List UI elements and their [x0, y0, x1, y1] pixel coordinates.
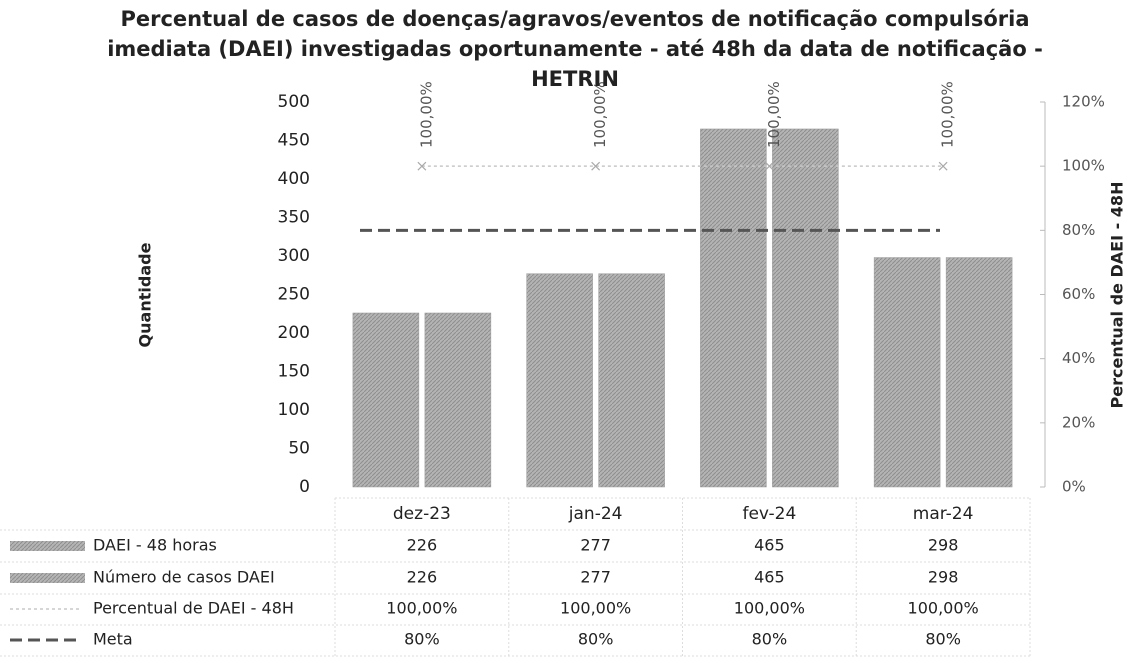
- table-cell: 298: [928, 568, 959, 587]
- table-cell: 298: [928, 536, 959, 555]
- table-cell: 100,00%: [734, 599, 805, 618]
- data-label: 100,00%: [939, 81, 957, 148]
- x-tick-label: fev-24: [742, 504, 796, 524]
- data-label: 100,00%: [417, 81, 435, 148]
- legend-label: DAEI - 48 horas: [93, 536, 217, 555]
- x-tick-label: mar-24: [913, 504, 974, 524]
- y-tick-label: 350: [278, 208, 310, 228]
- y2-tick-label: 20%: [1062, 413, 1095, 431]
- y-tick-label: 50: [288, 439, 310, 459]
- point: [591, 161, 601, 171]
- point: [417, 161, 427, 171]
- table-cell: 80%: [925, 630, 961, 649]
- table-cell: 226: [407, 536, 438, 555]
- x-tick-label: jan-24: [568, 504, 623, 524]
- table-cell: 465: [754, 568, 785, 587]
- data-label: 100,00%: [591, 81, 609, 148]
- point: [764, 161, 774, 171]
- bar: [424, 312, 492, 488]
- table-cell: 226: [407, 568, 438, 587]
- y-tick-label: 200: [278, 323, 310, 343]
- y2-tick-label: 120%: [1062, 93, 1105, 111]
- bar: [772, 128, 839, 488]
- y2-tick-label: 100%: [1062, 157, 1105, 175]
- y-tick-label: 250: [278, 285, 310, 305]
- y2-tick-label: 0%: [1062, 478, 1086, 496]
- table-cell: 100,00%: [560, 599, 631, 618]
- y-tick-label: 300: [278, 246, 310, 266]
- y-tick-label: 150: [278, 362, 310, 382]
- y2-tick-label: 40%: [1062, 349, 1095, 367]
- bar: [700, 128, 767, 488]
- point: [938, 161, 948, 171]
- bar: [598, 273, 665, 488]
- y2-tick-label: 80%: [1062, 221, 1095, 239]
- legend-label: Meta: [93, 630, 133, 649]
- legend-swatch: [10, 573, 85, 583]
- x-tick-label: dez-23: [393, 504, 451, 524]
- table-cell: 80%: [578, 630, 614, 649]
- bar: [352, 312, 420, 488]
- bar: [945, 257, 1013, 488]
- table-cell: 277: [580, 536, 611, 555]
- y-tick-label: 400: [278, 169, 310, 189]
- data-label: 100,00%: [765, 81, 783, 148]
- y-tick-label: 100: [278, 400, 310, 420]
- y-tick-label: 0: [299, 477, 310, 497]
- table-cell: 277: [580, 568, 611, 587]
- chart-title: Percentual de casos de doenças/agravos/e…: [107, 7, 1043, 91]
- table-cell: 80%: [752, 630, 788, 649]
- bar: [526, 273, 593, 488]
- y2-tick-label: 60%: [1062, 285, 1095, 303]
- y2-axis-label: Percentual de DAEI - 48H: [1108, 182, 1127, 409]
- y-tick-label: 500: [278, 92, 310, 112]
- y-tick-label: 450: [278, 131, 310, 151]
- legend-label: Número de casos DAEI: [93, 568, 275, 587]
- legend-label: Percentual de DAEI - 48H: [93, 599, 294, 618]
- table-cell: 100,00%: [386, 599, 457, 618]
- table-cell: 80%: [404, 630, 440, 649]
- legend-swatch: [10, 541, 85, 551]
- table-cell: 465: [754, 536, 785, 555]
- y-axis-label: Quantidade: [136, 242, 155, 347]
- bar: [873, 257, 941, 488]
- table-cell: 100,00%: [908, 599, 979, 618]
